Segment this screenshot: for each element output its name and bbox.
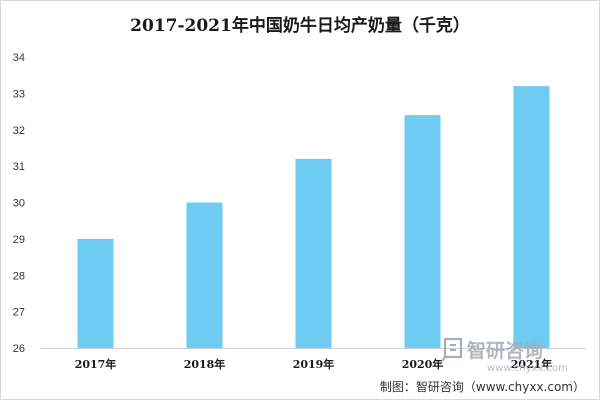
watermark-brand: 智研咨询 [467,339,543,362]
source-note: 制图：智研咨询（www.chyxx.com） [380,379,585,394]
watermark-logo: 智研咨询 www.chyxx.com [441,337,568,374]
y-tick-label: 31 [13,161,25,173]
y-tick-label: 33 [13,88,25,100]
y-tick-label: 30 [13,198,25,210]
bar-3 [295,158,332,348]
y-tick-label: 34 [13,52,25,64]
y-tick-label: 26 [13,343,25,355]
watermark-url: www.chyxx.com [487,363,568,374]
watermark-icon [441,337,463,362]
bar-4 [404,115,441,348]
x-axis: 2017年 2018年 2019年 2020年 2021年 [75,357,553,371]
bars [77,86,550,348]
x-tick-label: 2021年 [511,357,553,371]
y-tick-label: 32 [13,125,25,137]
y-tick-label: 28 [13,270,25,282]
bar-5 [513,86,550,348]
x-tick-label: 2018年 [184,357,226,371]
y-axis: 26 27 28 29 30 31 32 33 34 [13,52,586,355]
y-tick-label: 27 [13,307,25,319]
x-tick-label: 2017年 [75,357,117,371]
bar-1 [77,238,114,348]
x-tick-label: 2020年 [402,357,444,371]
x-tick-label: 2019年 [293,357,335,371]
bar-2 [186,202,223,348]
chart-title: 2017-2021年中国奶牛日均产奶量（千克） [130,15,470,36]
y-tick-label: 29 [13,234,25,246]
